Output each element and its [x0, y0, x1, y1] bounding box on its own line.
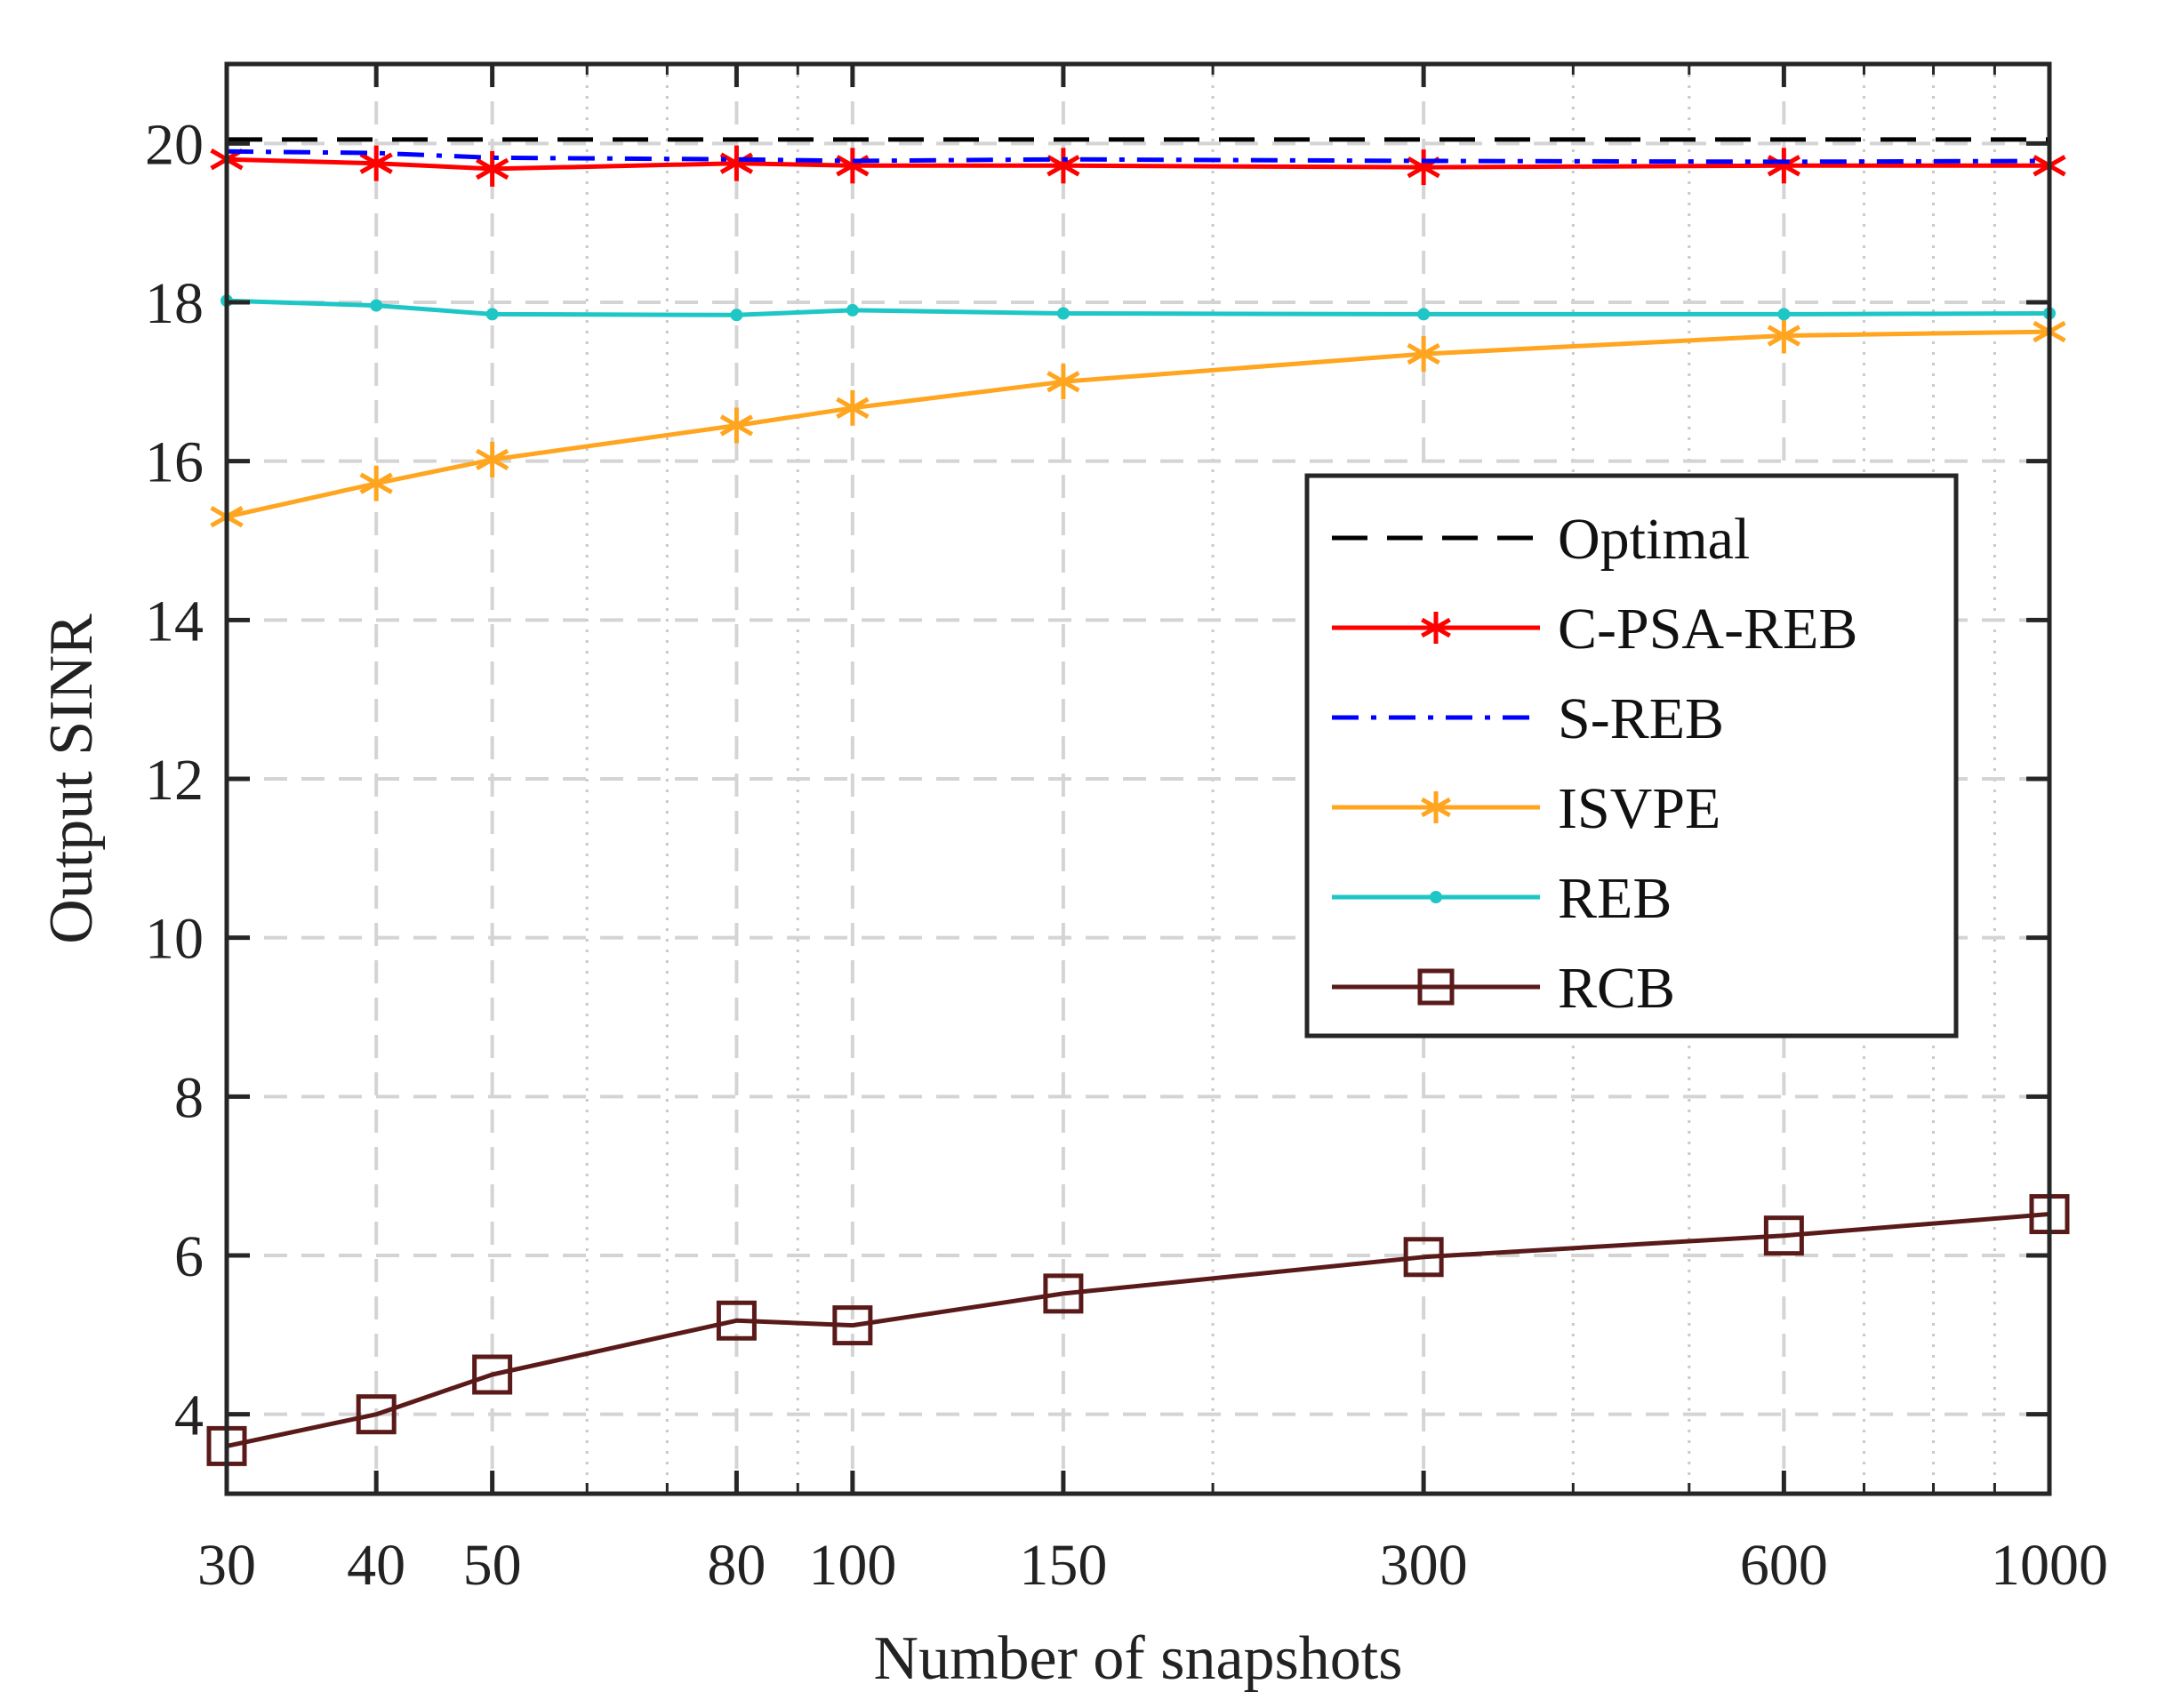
- x-tick-label: 300: [1380, 1533, 1468, 1598]
- series-s-reb: [226, 148, 2050, 164]
- asterisk-marker: [359, 465, 393, 501]
- dot-marker: [1430, 891, 1442, 903]
- asterisk-marker: [1421, 612, 1451, 644]
- square-marker: [832, 1305, 873, 1346]
- asterisk-marker: [719, 407, 754, 444]
- dot-marker: [730, 309, 743, 322]
- asterisk-marker: [1421, 791, 1451, 823]
- legend: Optimal C-PSA-REB S-REB ISVPE REB RCB: [1304, 473, 1959, 1038]
- x-tick-label: 1000: [1991, 1533, 2108, 1598]
- legend-label-rcb: RCB: [1558, 956, 1675, 1021]
- legend-entry-s-reb: S-REB: [1332, 686, 1724, 751]
- x-tick-label: 30: [197, 1533, 256, 1598]
- y-tick-label: 16: [145, 430, 204, 495]
- x-axis-title: Number of snapshots: [874, 1624, 1403, 1693]
- square-marker: [1763, 1215, 1804, 1256]
- dot-marker: [1417, 308, 1431, 321]
- y-axis-title: Output SINR: [37, 613, 106, 944]
- dot-marker: [1056, 307, 1070, 320]
- y-tick-label: 10: [145, 907, 204, 972]
- legend-box: [1304, 473, 1959, 1038]
- y-tick-label: 8: [174, 1065, 204, 1130]
- square-marker: [1417, 968, 1455, 1006]
- legend-entry-rcb: RCB: [1332, 956, 1675, 1021]
- x-tick-label: 100: [808, 1533, 896, 1598]
- asterisk-marker: [1046, 364, 1080, 400]
- square-marker: [1403, 1237, 1444, 1278]
- dot-marker: [846, 303, 859, 317]
- dot-marker: [1777, 308, 1791, 321]
- series-line-s-reb: [226, 148, 2050, 164]
- legend-label-reb: REB: [1558, 866, 1672, 931]
- asterisk-marker: [1767, 317, 1801, 354]
- asterisk-marker: [475, 150, 509, 187]
- y-tick-label: 14: [145, 589, 204, 654]
- asterisk-marker: [836, 389, 870, 426]
- asterisk-marker: [1407, 336, 1440, 373]
- square-marker: [716, 1300, 757, 1341]
- x-tick-label: 50: [463, 1533, 522, 1598]
- legend-label-c-psa-reb: C-PSA-REB: [1558, 597, 1857, 662]
- series-isvpe: [210, 314, 2066, 535]
- square-marker: [472, 1354, 513, 1395]
- series-reb: [221, 294, 2056, 322]
- y-tick-label: 12: [145, 748, 204, 813]
- legend-entry-optimal: Optimal: [1332, 507, 1750, 572]
- x-tick-label: 40: [347, 1533, 405, 1598]
- y-tick-label: 4: [174, 1383, 204, 1448]
- square-marker: [356, 1394, 397, 1435]
- legend-entry-reb: REB: [1332, 866, 1672, 931]
- dot-marker: [485, 308, 499, 321]
- x-tick-label: 150: [1019, 1533, 1107, 1598]
- y-tick-label: 18: [145, 271, 204, 336]
- dot-marker: [370, 299, 383, 312]
- asterisk-marker: [359, 145, 393, 181]
- square-marker: [1043, 1273, 1084, 1314]
- legend-entry-c-psa-reb: C-PSA-REB: [1332, 597, 1857, 662]
- legend-label-isvpe: ISVPE: [1558, 776, 1720, 841]
- y-tick-label: 6: [174, 1224, 204, 1289]
- asterisk-marker: [475, 441, 509, 477]
- x-tick-label: 80: [707, 1533, 766, 1598]
- axis-ticks: 30 40 50 80 100 150 300 600 1000 4 6 8 10 12 14 16 18 20: [145, 64, 2108, 1598]
- series-line-rcb: [226, 1212, 2050, 1448]
- legend-label-optimal: Optimal: [1558, 507, 1750, 572]
- legend-label-s-reb: S-REB: [1558, 686, 1724, 751]
- asterisk-marker: [1046, 148, 1080, 184]
- x-tick-label: 600: [1740, 1533, 1828, 1598]
- y-tick-label: 20: [145, 112, 204, 177]
- legend-entry-isvpe: ISVPE: [1332, 776, 1720, 841]
